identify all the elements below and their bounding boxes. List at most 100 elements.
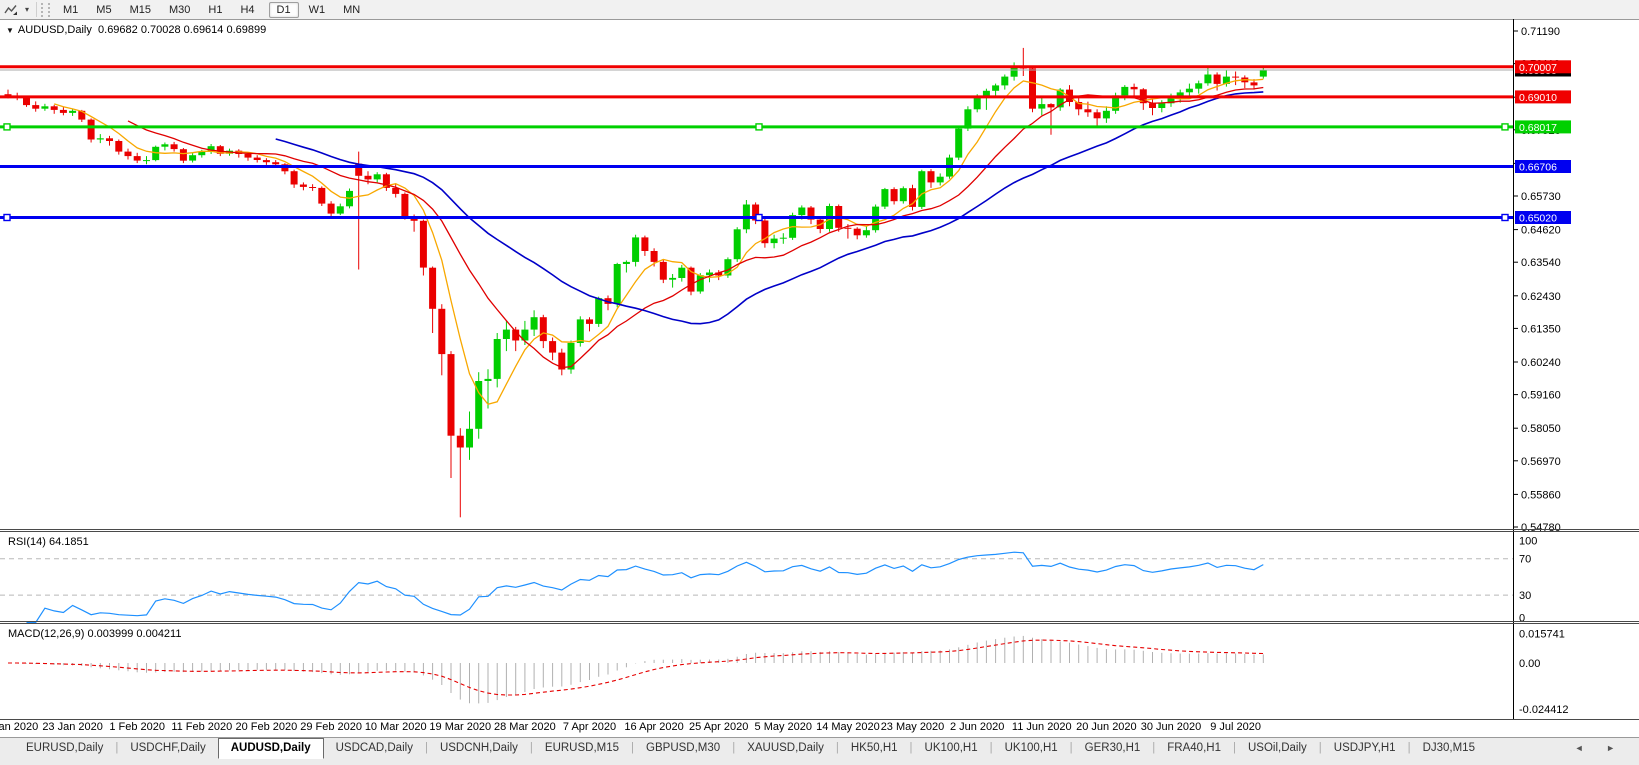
candle	[1259, 70, 1267, 77]
tab-separator: |	[115, 742, 119, 754]
chart-tab-AUDUSD-Daily[interactable]: AUDUSD,Daily	[217, 738, 324, 759]
timeframe-button-M1[interactable]: M1	[63, 3, 79, 16]
chart-tab-USDCHF-Daily[interactable]: USDCHF,Daily	[130, 742, 206, 754]
svg-text:0.55860: 0.55860	[1521, 489, 1561, 501]
candle	[456, 435, 464, 448]
chart-tab-XAUUSD-Daily[interactable]: XAUUSD,Daily	[747, 742, 824, 754]
svg-text:25 Apr 2020: 25 Apr 2020	[689, 721, 748, 733]
timeframe-button-group: M1 M5 M15 M30 H1 H4 D1 W1 MN	[54, 1, 373, 18]
chart-cursor-icon[interactable]	[2, 2, 20, 17]
svg-text:0.00: 0.00	[1519, 658, 1540, 670]
candle	[419, 220, 427, 268]
chart-tabs: EURUSD,Daily | USDCHF,Daily AUDUSD,Daily USD…	[14, 738, 1487, 759]
candle	[862, 230, 870, 236]
price-line-label[interactable]: 0.65020	[1515, 211, 1571, 225]
chart-tab-HK50-H1[interactable]: HK50,H1	[850, 742, 898, 754]
candle	[909, 188, 916, 207]
tab-scroll-left-icon[interactable]: ◄	[1574, 743, 1594, 753]
svg-text:23 Jan 2020: 23 Jan 2020	[42, 721, 103, 733]
candle	[198, 151, 206, 156]
candle	[761, 220, 769, 244]
candle	[1213, 74, 1221, 84]
svg-text:0.59160: 0.59160	[1521, 390, 1561, 402]
tab-separator: |	[529, 742, 533, 754]
svg-text:70: 70	[1519, 554, 1531, 566]
candlestick-series	[4, 47, 1267, 518]
price-line-label[interactable]: 0.68017	[1515, 120, 1571, 134]
candle	[955, 128, 963, 158]
timeframe-button-W1[interactable]: W1	[308, 3, 326, 16]
chart-context-arrow-icon[interactable]: ▼	[6, 26, 14, 35]
chart-tab-FRA40-H1[interactable]: FRA40,H1	[1167, 742, 1221, 754]
timeframe-button-D1[interactable]: D1	[268, 1, 299, 18]
candle	[1093, 112, 1101, 119]
candle	[447, 354, 455, 436]
candle	[622, 261, 630, 264]
chart-tab-USOil-Daily[interactable]: USOil,Daily	[1247, 742, 1307, 754]
timeframe-button-MN[interactable]: MN	[343, 3, 361, 16]
candle	[696, 275, 704, 292]
candle	[1195, 83, 1203, 89]
chart-tab-GBPUSD-M30[interactable]: GBPUSD,M30	[646, 742, 721, 754]
chart-canvas: 0.711900.701100.690000.679200.668100.657…	[0, 19, 1639, 737]
tab-separator: |	[424, 742, 428, 754]
svg-text:0.60240: 0.60240	[1521, 357, 1561, 369]
line-handle	[755, 213, 763, 222]
chevron-down-icon[interactable]: ▾	[24, 5, 29, 14]
price-line-label[interactable]: 0.70007	[1515, 60, 1571, 74]
svg-text:14 Jan 2020: 14 Jan 2020	[0, 721, 38, 733]
svg-text:20 Feb 2020: 20 Feb 2020	[236, 721, 298, 733]
line-handle	[755, 123, 763, 131]
svg-text:20 Jun 2020: 20 Jun 2020	[1076, 721, 1137, 733]
candle	[558, 352, 566, 370]
candle	[484, 378, 492, 381]
candle	[853, 228, 861, 236]
candle	[512, 329, 520, 341]
price-line-label[interactable]: 0.66706	[1515, 160, 1571, 174]
timeframe-button-H4[interactable]: H4	[240, 3, 255, 16]
svg-text:0.54780: 0.54780	[1521, 522, 1561, 534]
timeframe-button-M15[interactable]: M15	[129, 3, 151, 16]
svg-text:0.65020: 0.65020	[1519, 213, 1557, 225]
candle	[678, 267, 686, 278]
timeframe-button-M5[interactable]: M5	[96, 3, 112, 16]
svg-text:30 Jun 2020: 30 Jun 2020	[1141, 721, 1202, 733]
svg-text:0.71190: 0.71190	[1521, 26, 1560, 38]
candle	[106, 138, 113, 141]
candle	[706, 272, 713, 276]
tab-scroll-right-icon[interactable]: ►	[1606, 743, 1625, 753]
candle	[936, 176, 944, 183]
chart-window[interactable]: 0.711900.701100.690000.679200.668100.657…	[0, 19, 1639, 737]
candle	[1047, 104, 1055, 108]
chart-tab-DJ30-M15[interactable]: DJ30,M15	[1422, 742, 1475, 754]
horizontal-line-objects[interactable]	[0, 65, 1513, 222]
chart-tab-EURUSD-M15[interactable]: EURUSD,M15	[544, 742, 620, 754]
candle	[189, 155, 197, 161]
price-line-label[interactable]: 0.69010	[1515, 90, 1571, 104]
chart-tab-UK100-H1[interactable]: UK100,H1	[1004, 742, 1058, 754]
pane-borders	[0, 19, 1639, 720]
candle	[539, 317, 547, 342]
candle	[1167, 96, 1175, 104]
timeframe-button-H1[interactable]: H1	[208, 3, 223, 16]
chart-tab-GER30-H1[interactable]: GER30,H1	[1084, 742, 1141, 754]
svg-text:0.58050: 0.58050	[1521, 423, 1561, 435]
svg-text:0.69010: 0.69010	[1519, 92, 1557, 104]
macd-indicator-label: MACD(12,26,9) 0.003999 0.004211	[8, 628, 182, 640]
candle	[299, 184, 307, 187]
candle	[521, 329, 529, 341]
chart-tab-USDCNH-Daily[interactable]: USDCNH,Daily	[439, 742, 518, 754]
candle	[41, 106, 49, 109]
chart-tab-UK100-H1[interactable]: UK100,H1	[924, 742, 978, 754]
tab-separator: |	[732, 742, 736, 754]
candle	[881, 189, 889, 207]
candle	[613, 264, 621, 304]
chart-tab-USDCAD-Daily[interactable]: USDCAD,Daily	[335, 742, 413, 754]
svg-text:11 Jun 2020: 11 Jun 2020	[1012, 721, 1072, 733]
candle	[973, 97, 981, 110]
candle	[770, 238, 778, 244]
candle	[272, 162, 280, 165]
chart-tab-USDJPY-H1[interactable]: USDJPY,H1	[1333, 742, 1396, 754]
chart-tab-EURUSD-Daily[interactable]: EURUSD,Daily	[26, 742, 104, 754]
timeframe-button-M30[interactable]: M30	[168, 3, 191, 16]
